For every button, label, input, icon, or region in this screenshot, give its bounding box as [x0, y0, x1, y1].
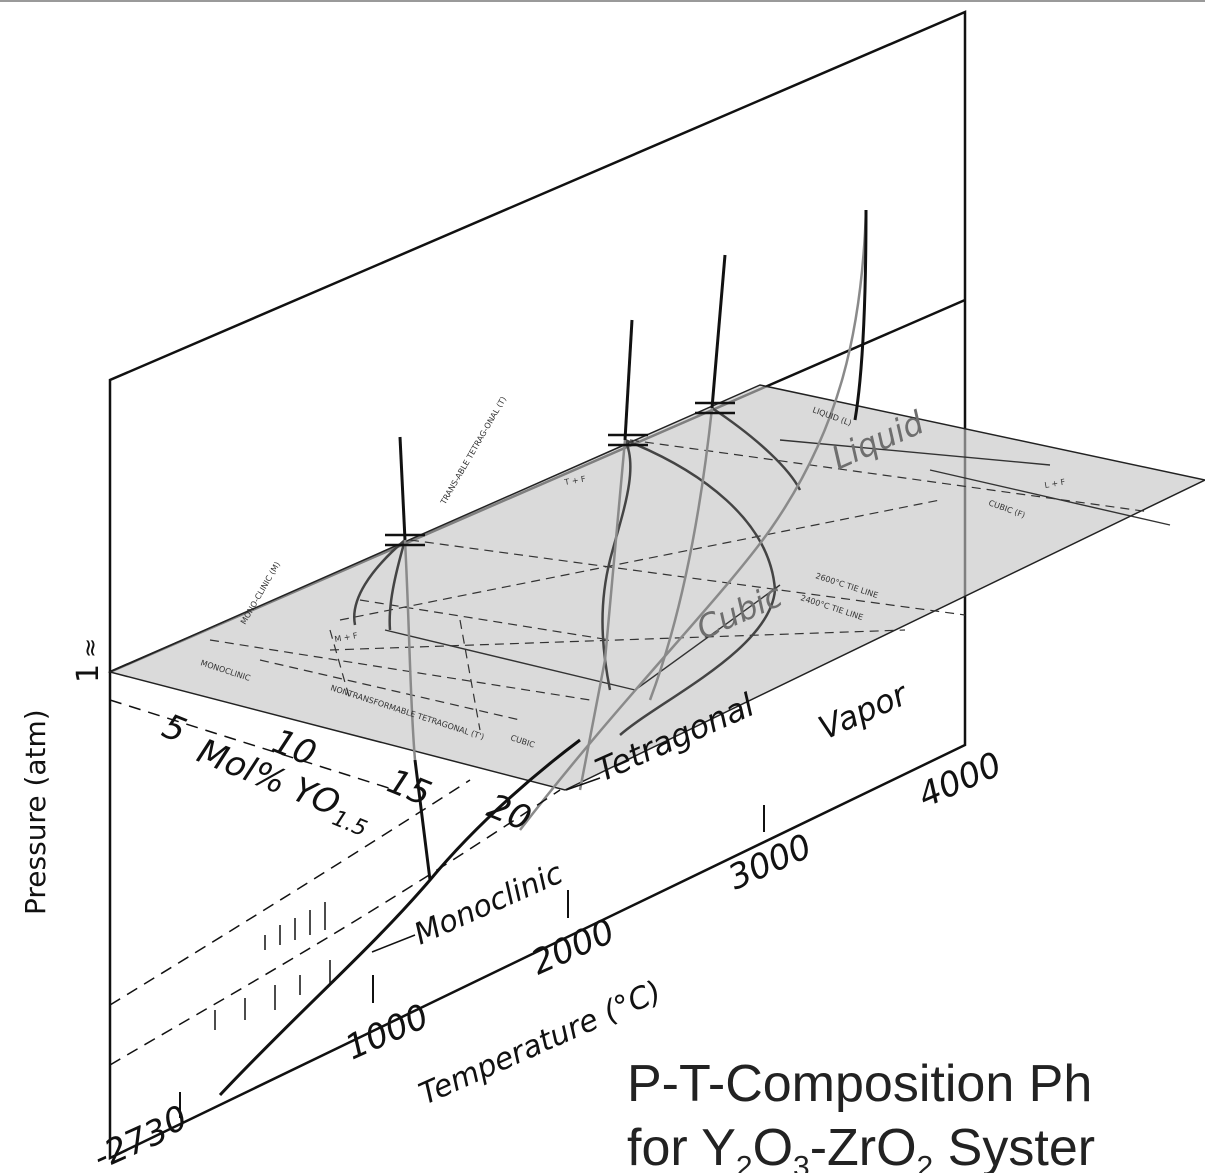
pressure-axis-label: Pressure (atm) — [19, 709, 52, 915]
tie-lines — [209, 439, 1151, 731]
lower-dashed-lines — [109, 699, 561, 1066]
vapor-curves — [218, 738, 581, 1097]
vertical-bars — [398, 209, 868, 541]
pressure-approx: ≈ — [76, 638, 104, 658]
plane-solid-lines — [384, 439, 1171, 691]
tetragonal-leader — [565, 777, 601, 791]
pressure-tick: 1 — [71, 664, 106, 683]
tick-bars — [385, 401, 735, 547]
phase-boundaries — [353, 406, 802, 736]
plane-label-m-plus-f: M + F — [334, 631, 359, 644]
caption-line-1: P-T-Composition Ph — [627, 1055, 1093, 1113]
grey-curves — [403, 209, 868, 831]
plane-label-t-plus-f: T + F — [563, 474, 587, 487]
plane-label-l-plus-f: L + F — [1044, 477, 1066, 490]
arrow-marks — [214, 902, 331, 1030]
caption-line-2: for Y2O3-ZrO2 Syster — [627, 1119, 1096, 1173]
diagram-caption: P-T-Composition Ph for Y2O3-ZrO2 Syster — [627, 1052, 1205, 1173]
top-border — [0, 0, 1205, 2]
temperature-ticks — [179, 805, 765, 1118]
monoclinic-leader — [371, 934, 416, 953]
